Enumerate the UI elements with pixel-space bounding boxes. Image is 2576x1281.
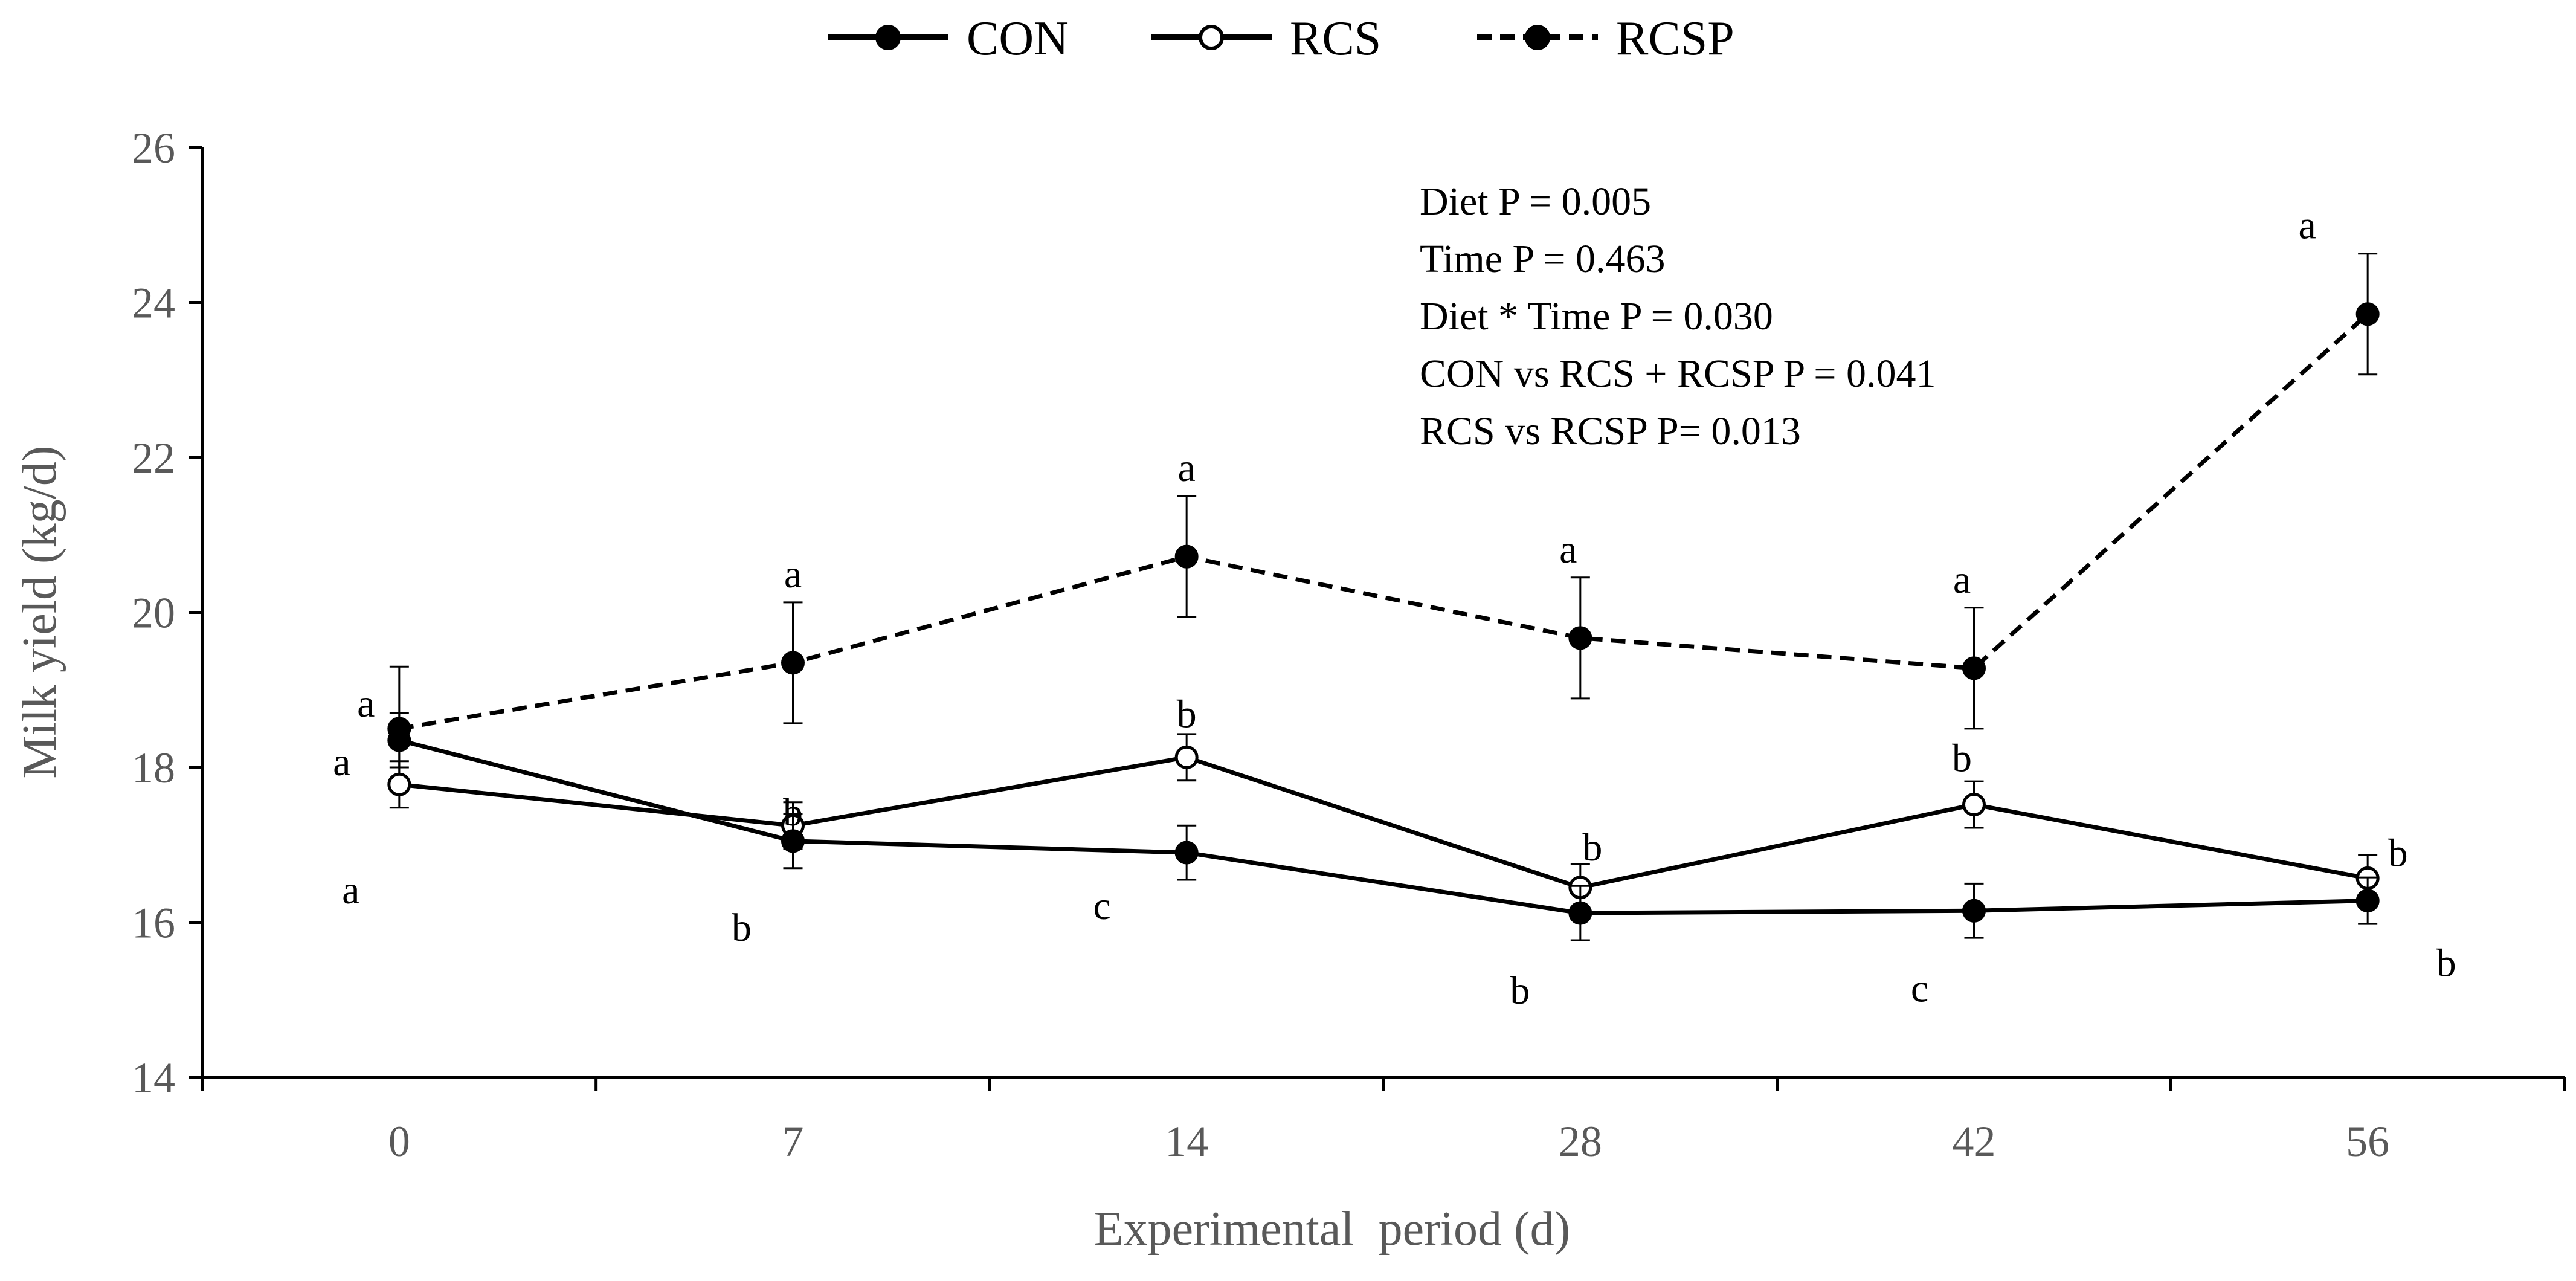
data-point [1962, 656, 1986, 680]
y-axis-title: Milk yield (kg/d) [13, 445, 66, 778]
y-axis-ticks: 14 16 18 20 22 24 26 [132, 124, 202, 1102]
legend-label-rcsp: RCSP [1616, 12, 1734, 65]
statistics-annotation: Diet P = 0.005 Time P = 0.463 Diet * Time … [1420, 179, 1936, 453]
significance-letter: a [784, 552, 802, 596]
significance-letter: b [1582, 825, 1602, 870]
y-tick-label: 20 [132, 589, 175, 637]
y-tick-label: 24 [132, 279, 175, 328]
statistics-line: CON vs RCS + RCSP P = 0.041 [1420, 352, 1936, 396]
data-point [387, 772, 411, 796]
data-point [387, 728, 411, 752]
significance-letter: a [1178, 446, 1196, 490]
x-tick-label: 42 [1953, 1117, 1996, 1166]
series-con [387, 712, 2380, 941]
legend-item-rcs: RCS [1151, 12, 1381, 65]
data-point [2355, 302, 2380, 326]
x-tick-label: 0 [388, 1117, 410, 1166]
data-point [781, 651, 805, 675]
legend-item-rcsp: RCSP [1477, 12, 1734, 65]
significance-letter: a [357, 682, 375, 726]
legend-item-con: CON [828, 12, 1069, 65]
x-tick-label: 7 [782, 1117, 804, 1166]
data-point [1174, 841, 1199, 865]
x-axis-title: Experimental period (d) [1094, 1202, 1571, 1256]
legend-label-con: CON [967, 12, 1069, 65]
significance-letter: c [1093, 884, 1111, 928]
significance-letter: a [333, 740, 350, 784]
series-line [399, 755, 2368, 890]
significance-letter: b [783, 790, 803, 834]
significance-letter: b [2436, 941, 2456, 986]
series-rcs [387, 733, 2380, 912]
x-axis-ticks: 0 7 14 28 42 56 [201, 1077, 2566, 1166]
statistics-line: Diet * Time P = 0.030 [1420, 294, 1773, 338]
x-tick-label: 14 [1165, 1117, 1208, 1166]
series-rcsp [387, 253, 2380, 792]
significance-letter: b [1510, 969, 1530, 1013]
y-tick-label: 16 [132, 899, 175, 947]
statistics-line: Time P = 0.463 [1420, 237, 1665, 281]
y-tick-label: 14 [132, 1054, 175, 1102]
data-point [1568, 901, 1592, 925]
significance-letter: c [1911, 966, 1928, 1010]
y-tick-label: 26 [132, 124, 175, 172]
statistics-line: Diet P = 0.005 [1420, 179, 1651, 224]
y-tick-label: 18 [132, 744, 175, 792]
significance-letter: b [732, 906, 752, 950]
data-point [1568, 626, 1592, 650]
series-line [398, 738, 2368, 915]
x-tick-label: 56 [2346, 1117, 2389, 1166]
data-point [1962, 899, 1986, 923]
significance-letter: a [342, 868, 359, 912]
statistics-line: RCS vs RCSP P= 0.013 [1420, 409, 1801, 453]
data-point [1174, 745, 1199, 769]
data-point [781, 829, 805, 853]
legend-label-rcs: RCS [1290, 12, 1381, 65]
significance-letter: b [2388, 831, 2408, 875]
significance-letter: a [1559, 528, 1577, 572]
legend: CON RCS RCSP [828, 12, 1734, 65]
significance-letter: a [2299, 204, 2316, 248]
significance-letter: b [1177, 692, 1197, 736]
significance-letter: a [1953, 558, 1971, 602]
data-point [2355, 889, 2380, 913]
y-tick-label: 22 [132, 434, 175, 482]
axes: 14 16 18 20 22 24 26 0 7 14 28 42 56 [132, 124, 2566, 1166]
data-point [1174, 544, 1199, 569]
significance-letter: b [1952, 737, 1972, 781]
series-line [399, 312, 2369, 731]
x-tick-label: 28 [1559, 1117, 1602, 1166]
data-point [1962, 793, 1986, 817]
